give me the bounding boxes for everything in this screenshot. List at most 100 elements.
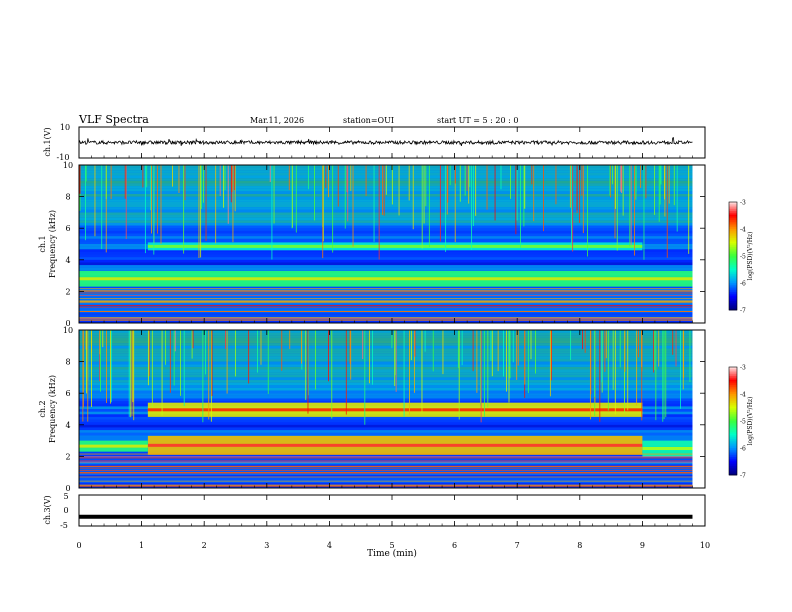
station-label: station=OUI: [343, 116, 394, 125]
colorbar-cell: [729, 377, 737, 380]
spectrogram-row: [79, 398, 693, 402]
spectrogram-row: [79, 180, 693, 184]
ch2-spectrogram-panel: 0 2 4 6 8 10 ch.2 Frequency (kHz) -3 -4 -5 -6 -7 l…: [38, 326, 754, 493]
ch2-colorbar: -3 -4 -5 -6 -7 log(PSD)(V²/Hz): [728, 365, 754, 480]
colorbar-cell: [729, 374, 737, 377]
colorbar-cell: [729, 406, 737, 409]
spectrogram-row: [79, 315, 693, 318]
spectrogram-row: [79, 238, 693, 242]
colorbar-cell: [729, 220, 737, 223]
colorbar-cell: [729, 367, 737, 370]
colorbar-cell: [729, 383, 737, 386]
spectrogram-row: [79, 453, 693, 457]
ch1-spectrogram-heatmap: [79, 165, 705, 323]
colorbar-cell: [729, 426, 737, 429]
spectrogram-row: [79, 469, 693, 473]
colorbar-cell: [729, 252, 737, 255]
spectrogram-row: [79, 337, 693, 341]
spectrogram-row: [79, 170, 693, 173]
spectrogram-row: [79, 301, 693, 305]
colorbar-cell: [729, 381, 737, 384]
colorbar-cell: [729, 388, 737, 391]
spectrogram-row: [79, 401, 693, 404]
colorbar-cell: [729, 444, 737, 447]
ch2-spectrogram-heatmap: [79, 330, 705, 488]
colorbar-cell: [729, 268, 737, 271]
spectrogram-row: [79, 332, 693, 336]
spectrogram-row: [79, 395, 693, 399]
ch2-spectrogram-ylabel-channel: ch.2: [38, 400, 47, 417]
colorbar-cell: [729, 299, 737, 302]
spectrogram-row: [79, 191, 693, 194]
colorbar-cell: [729, 209, 737, 212]
xtick-label: 5: [389, 541, 394, 550]
colorbar-cell: [729, 218, 737, 221]
ytick-label: 10: [63, 161, 73, 170]
colorbar-cell: [729, 410, 737, 413]
colorbar-cell: [729, 431, 737, 434]
colorbar-cell: [729, 453, 737, 456]
ch1-colorbar: -3 -4 -5 -6 -7 log(PSD)(V²/Hz): [728, 200, 754, 315]
spectrogram-row: [79, 165, 693, 168]
ytick-label: 6: [65, 389, 70, 398]
xtick-label: 4: [327, 541, 332, 550]
ytick-label: 2: [65, 287, 70, 296]
spectrogram-row: [79, 199, 693, 202]
colorbar-cell: [729, 421, 737, 424]
spectrogram-row: [79, 312, 693, 316]
colorbar-cell: [729, 370, 737, 373]
colorbar-cell: [729, 372, 737, 375]
start-time-label: start UT = 5 : 20 : 0: [437, 116, 518, 125]
colorbar-cell: [729, 439, 737, 442]
spectrogram-row: [79, 196, 693, 200]
spectrogram-row: [79, 215, 693, 218]
colorbar-cell: [729, 471, 737, 474]
xtick-label: 1: [139, 541, 144, 550]
colorbar-cell: [729, 243, 737, 246]
spectrogram-blank: [692, 165, 705, 323]
ytick-label: 10: [63, 326, 73, 335]
colorbar-cell: [729, 232, 737, 235]
xtick-label: 2: [202, 541, 207, 550]
colorbar-cell: [729, 455, 737, 458]
colorbar-cell: [729, 239, 737, 242]
colorbar-tick-label: -4: [740, 227, 746, 234]
colorbar-cell: [729, 292, 737, 295]
colorbar-cell: [729, 297, 737, 300]
xtick-label: 9: [640, 541, 645, 550]
colorbar-cell: [729, 457, 737, 460]
spectrogram-row: [79, 201, 693, 205]
spectrogram-row: [79, 385, 693, 388]
colorbar-cell: [729, 413, 737, 416]
ch3-ytick-bottom: -5: [60, 521, 68, 530]
spectrogram-row: [79, 251, 693, 255]
ch1-spectrogram-ylabel: Frequency (kHz): [48, 210, 57, 278]
colorbar-cell: [729, 437, 737, 440]
ch3-ytick-top: 5: [63, 492, 68, 501]
ch1-ytick-top: 10: [60, 123, 70, 132]
spectrogram-row: [79, 172, 693, 176]
spectrogram-row: [79, 228, 693, 231]
ch1-waveform-trace: [78, 136, 693, 147]
colorbar-cell: [729, 430, 737, 433]
colorbar-cell: [729, 250, 737, 253]
colorbar-cell: [729, 281, 737, 284]
spectrogram-row: [79, 265, 693, 268]
colorbar-cell: [729, 395, 737, 398]
colorbar-cell: [729, 408, 737, 411]
spectrogram-row: [79, 207, 693, 210]
spectrogram-row: [79, 262, 693, 266]
ytick-label: 4: [65, 256, 70, 265]
colorbar-cell: [729, 212, 737, 215]
colorbar-cell: [729, 417, 737, 420]
colorbar-tick-label: -6: [740, 281, 746, 288]
ch2-spectrogram-ylabel: Frequency (kHz): [48, 375, 57, 443]
spectrogram-row: [79, 307, 693, 310]
spectrogram-row: [79, 353, 693, 357]
colorbar-cell: [729, 404, 737, 407]
ch2-spectrogram-yticks: 0 2 4 6 8 10: [63, 326, 705, 493]
ytick-label: 2: [65, 452, 70, 461]
spectrogram-row: [79, 387, 693, 391]
colorbar-cell: [729, 415, 737, 418]
spectrogram-row: [79, 377, 693, 381]
